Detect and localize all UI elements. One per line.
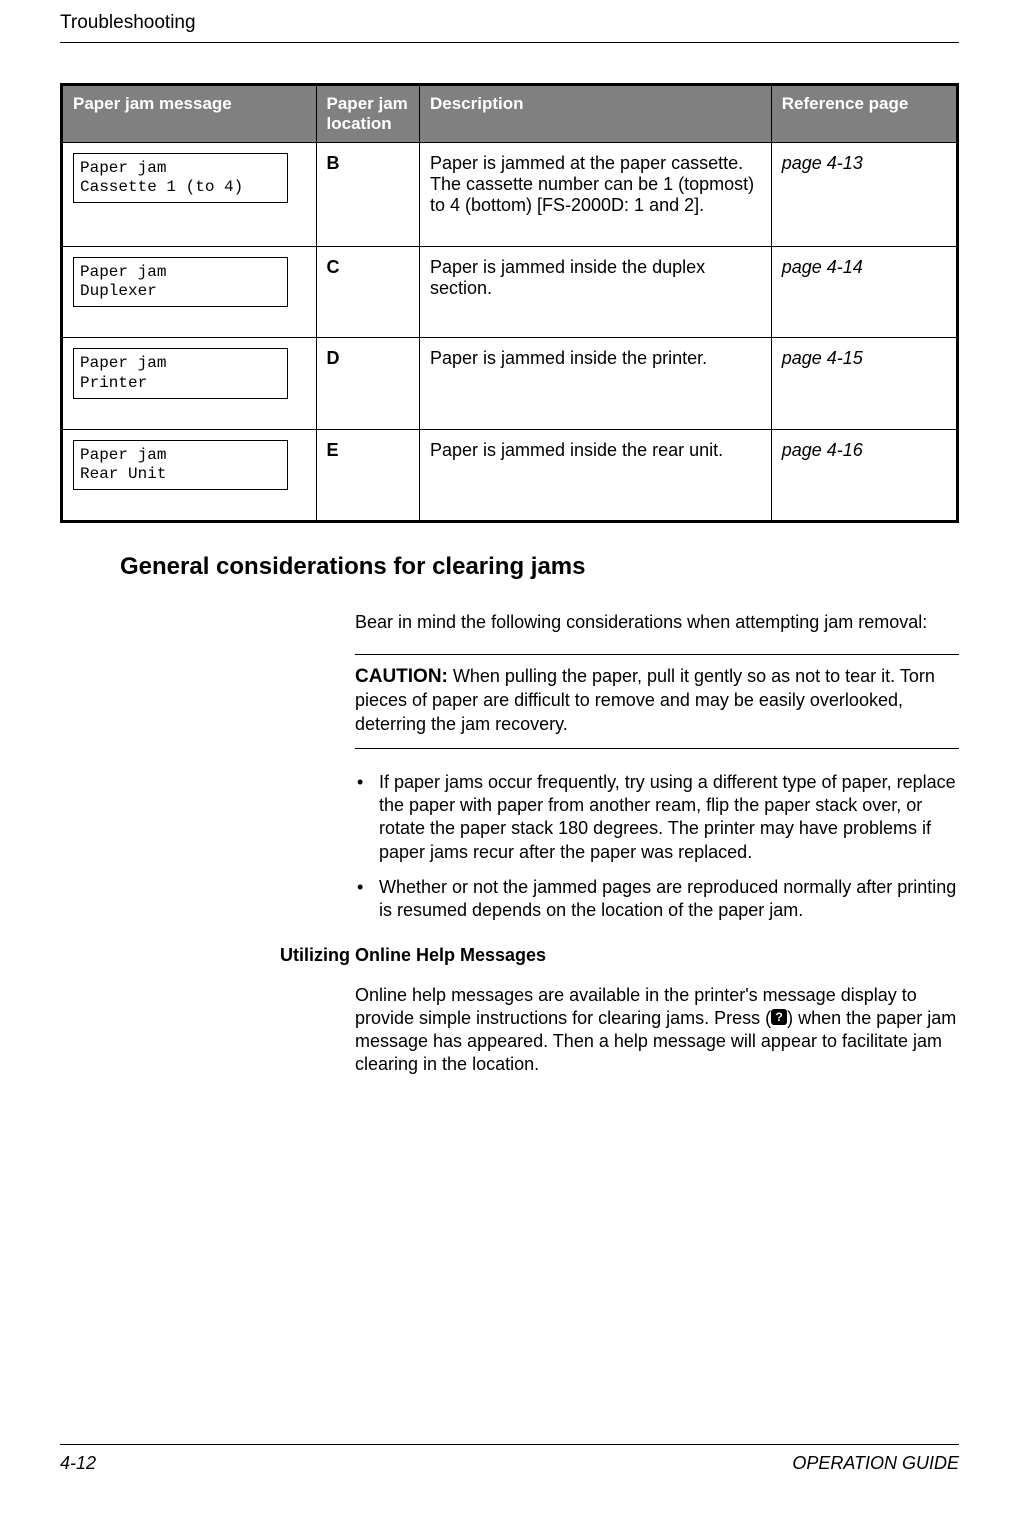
jam-table-wrap: Paper jam message Paper jam location Des… bbox=[60, 83, 959, 523]
cell-location: C bbox=[316, 247, 419, 338]
cell-message: Paper jam Rear Unit bbox=[62, 429, 317, 521]
cell-description: Paper is jammed at the paper cassette. T… bbox=[419, 143, 771, 247]
msg-line1: Paper jam bbox=[80, 159, 281, 178]
msg-line2: Rear Unit bbox=[80, 465, 281, 484]
list-item: Whether or not the jammed pages are repr… bbox=[355, 876, 959, 923]
table-header-description: Description bbox=[419, 85, 771, 143]
subheading: Utilizing Online Help Messages bbox=[280, 945, 959, 966]
cell-message: Paper jam Printer bbox=[62, 338, 317, 429]
intro-text: Bear in mind the following consideration… bbox=[355, 611, 959, 634]
caution-rule-top bbox=[355, 654, 959, 655]
help-icon: ? bbox=[771, 1009, 787, 1025]
footer-row: 4-12 OPERATION GUIDE bbox=[60, 1453, 959, 1474]
table-header-reference: Reference page bbox=[771, 85, 957, 143]
footer-page-number: 4-12 bbox=[60, 1453, 96, 1474]
message-box: Paper jam Duplexer bbox=[73, 257, 288, 307]
cell-reference: page 4-14 bbox=[771, 247, 957, 338]
page-footer: 4-12 OPERATION GUIDE bbox=[60, 1444, 959, 1474]
table-row: Paper jam Rear Unit E Paper is jammed in… bbox=[62, 429, 958, 521]
table-row: Paper jam Printer D Paper is jammed insi… bbox=[62, 338, 958, 429]
caution-label: CAUTION: bbox=[355, 666, 448, 687]
cell-description: Paper is jammed inside the printer. bbox=[419, 338, 771, 429]
cell-description: Paper is jammed inside the duplex sectio… bbox=[419, 247, 771, 338]
reference-link: page 4-13 bbox=[782, 153, 863, 173]
cell-message: Paper jam Duplexer bbox=[62, 247, 317, 338]
cell-location: D bbox=[316, 338, 419, 429]
location-letter: D bbox=[327, 348, 340, 368]
caution-block: CAUTION: When pulling the paper, pull it… bbox=[355, 654, 959, 748]
reference-link: page 4-16 bbox=[782, 440, 863, 460]
section-heading: General considerations for clearing jams bbox=[120, 553, 959, 581]
location-letter: B bbox=[327, 153, 340, 173]
footer-rule bbox=[60, 1444, 959, 1445]
message-box: Paper jam Rear Unit bbox=[73, 440, 288, 490]
location-letter: C bbox=[327, 257, 340, 277]
table-header-row: Paper jam message Paper jam location Des… bbox=[62, 85, 958, 143]
msg-line2: Duplexer bbox=[80, 282, 281, 301]
caution-text: CAUTION: When pulling the paper, pull it… bbox=[355, 665, 959, 735]
message-box: Paper jam Cassette 1 (to 4) bbox=[73, 153, 288, 203]
table-header-location: Paper jam location bbox=[316, 85, 419, 143]
cell-location: E bbox=[316, 429, 419, 521]
location-letter: E bbox=[327, 440, 339, 460]
cell-reference: page 4-15 bbox=[771, 338, 957, 429]
msg-line2: Cassette 1 (to 4) bbox=[80, 178, 281, 197]
msg-line1: Paper jam bbox=[80, 263, 281, 282]
page-header: Troubleshooting bbox=[60, 12, 959, 43]
help-text: Online help messages are available in th… bbox=[355, 984, 959, 1076]
bullet-list: If paper jams occur frequently, try usin… bbox=[355, 771, 959, 923]
cell-reference: page 4-13 bbox=[771, 143, 957, 247]
msg-line2: Printer bbox=[80, 374, 281, 393]
cell-description: Paper is jammed inside the rear unit. bbox=[419, 429, 771, 521]
caution-rule-bottom bbox=[355, 748, 959, 749]
cell-message: Paper jam Cassette 1 (to 4) bbox=[62, 143, 317, 247]
reference-link: page 4-14 bbox=[782, 257, 863, 277]
header-title: Troubleshooting bbox=[60, 12, 959, 34]
header-rule bbox=[60, 42, 959, 43]
table-header-message: Paper jam message bbox=[62, 85, 317, 143]
paper-jam-table: Paper jam message Paper jam location Des… bbox=[60, 83, 959, 523]
reference-link: page 4-15 bbox=[782, 348, 863, 368]
table-row: Paper jam Duplexer C Paper is jammed ins… bbox=[62, 247, 958, 338]
list-item: If paper jams occur frequently, try usin… bbox=[355, 771, 959, 865]
footer-guide-label: OPERATION GUIDE bbox=[792, 1453, 959, 1474]
msg-line1: Paper jam bbox=[80, 446, 281, 465]
msg-line1: Paper jam bbox=[80, 354, 281, 373]
table-row: Paper jam Cassette 1 (to 4) B Paper is j… bbox=[62, 143, 958, 247]
cell-location: B bbox=[316, 143, 419, 247]
message-box: Paper jam Printer bbox=[73, 348, 288, 398]
cell-reference: page 4-16 bbox=[771, 429, 957, 521]
